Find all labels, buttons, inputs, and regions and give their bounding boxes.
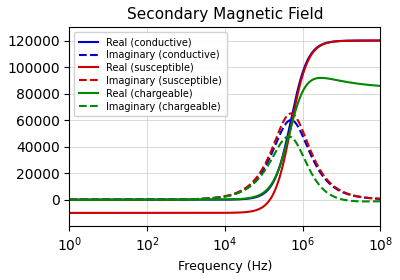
Imaginary (conductive) xyxy=(67,198,72,201)
Line: Imaginary (susceptible): Imaginary (susceptible) xyxy=(69,113,380,200)
Real (chargeable) xyxy=(330,78,335,81)
Real (chargeable) xyxy=(378,84,383,88)
Imaginary (susceptible) xyxy=(330,183,335,187)
Real (susceptible) xyxy=(68,211,73,214)
Real (susceptible) xyxy=(378,39,383,42)
Imaginary (chargeable) xyxy=(350,199,355,203)
Real (conductive) xyxy=(329,40,334,43)
Real (chargeable) xyxy=(252,195,257,199)
Real (chargeable) xyxy=(68,198,73,201)
Imaginary (conductive) xyxy=(252,180,257,183)
Imaginary (chargeable) xyxy=(286,135,291,138)
Imaginary (conductive) xyxy=(378,197,383,200)
Real (conductive) xyxy=(68,198,73,201)
Real (susceptible) xyxy=(251,209,256,213)
Imaginary (conductive) xyxy=(330,185,335,188)
Imaginary (chargeable) xyxy=(378,200,383,203)
Real (susceptible) xyxy=(349,39,354,42)
Real (conductive) xyxy=(252,196,257,199)
Imaginary (susceptible) xyxy=(252,178,257,182)
Line: Real (conductive): Real (conductive) xyxy=(69,41,380,200)
Imaginary (chargeable) xyxy=(257,176,262,179)
Imaginary (susceptible) xyxy=(257,172,262,175)
Real (conductive) xyxy=(251,196,256,199)
Line: Imaginary (chargeable): Imaginary (chargeable) xyxy=(69,136,380,201)
Real (conductive) xyxy=(67,198,72,201)
Imaginary (chargeable) xyxy=(67,198,72,201)
Imaginary (chargeable) xyxy=(68,198,73,201)
Real (conductive) xyxy=(378,39,383,42)
Imaginary (susceptible) xyxy=(350,193,355,197)
Imaginary (chargeable) xyxy=(252,181,257,185)
Real (chargeable) xyxy=(251,195,256,199)
Imaginary (susceptible) xyxy=(67,198,72,201)
Imaginary (conductive) xyxy=(288,118,293,122)
X-axis label: Frequency (Hz): Frequency (Hz) xyxy=(178,260,272,273)
Real (susceptible) xyxy=(257,207,262,211)
Line: Real (chargeable): Real (chargeable) xyxy=(69,78,380,200)
Real (susceptible) xyxy=(67,211,72,214)
Imaginary (chargeable) xyxy=(364,200,369,203)
Imaginary (chargeable) xyxy=(251,182,256,185)
Imaginary (conductive) xyxy=(257,174,262,177)
Imaginary (conductive) xyxy=(251,181,256,184)
Real (chargeable) xyxy=(67,198,72,201)
Imaginary (susceptible) xyxy=(251,179,256,183)
Imaginary (conductive) xyxy=(68,198,73,201)
Real (chargeable) xyxy=(350,81,355,85)
Real (conductive) xyxy=(257,194,262,197)
Real (conductive) xyxy=(349,39,354,42)
Title: Secondary Magnetic Field: Secondary Magnetic Field xyxy=(126,7,323,22)
Real (susceptible) xyxy=(252,209,257,212)
Imaginary (chargeable) xyxy=(330,194,335,198)
Line: Imaginary (conductive): Imaginary (conductive) xyxy=(69,120,380,200)
Real (susceptible) xyxy=(329,40,334,44)
Imaginary (conductive) xyxy=(350,194,355,197)
Line: Real (susceptible): Real (susceptible) xyxy=(69,41,380,213)
Real (chargeable) xyxy=(319,76,324,80)
Imaginary (susceptible) xyxy=(288,112,293,115)
Real (chargeable) xyxy=(257,193,262,197)
Legend: Real (conductive), Imaginary (conductive), Real (susceptible), Imaginary (suscep: Real (conductive), Imaginary (conductive… xyxy=(74,32,227,116)
Imaginary (susceptible) xyxy=(378,197,383,200)
Imaginary (susceptible) xyxy=(68,198,73,201)
